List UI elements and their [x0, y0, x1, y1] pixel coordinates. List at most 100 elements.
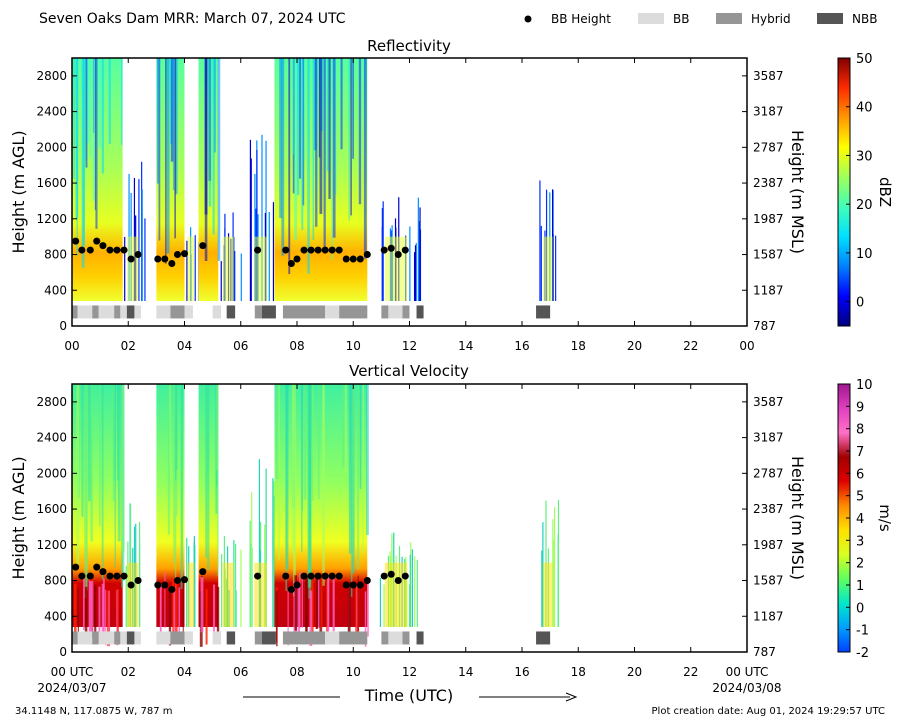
echo-streak [172, 58, 175, 191]
velocity-fall-streak [205, 589, 208, 645]
echo-fringe [234, 543, 237, 627]
bb-type-nbb [261, 305, 276, 319]
velocity-fall-streak [172, 579, 175, 636]
echo-fringe [268, 211, 270, 301]
x-tick-label: 22 [683, 665, 698, 679]
colorbar-tick-label: 40 [856, 101, 873, 116]
legend-label-nbb: NBB [852, 12, 877, 26]
echo-streak [319, 58, 323, 214]
echo-streak [208, 58, 212, 207]
bb-legend: BB Height BB Hybrid NBB [524, 12, 877, 26]
bb-height-dot [363, 251, 371, 259]
bb-height-dot [127, 581, 135, 589]
reflectivity-heatmap [72, 58, 557, 301]
reflectivity-title: Reflectivity [367, 37, 451, 55]
bb-type-hybrid [72, 631, 78, 645]
velocity-fall-streak [305, 579, 307, 635]
echo-streak [82, 58, 85, 246]
bb-height-dot [307, 246, 315, 254]
velocity-colorbar-ticks: -2 -1 0 1 2 3 4 5 6 7 8 9 10 [846, 378, 873, 661]
bb-type-nbb [416, 305, 424, 319]
bb-type-nbb [126, 305, 135, 319]
x-tick-label: 00 [64, 339, 79, 353]
y-tick-label-left: 800 [44, 248, 67, 262]
velocity-fall-streak [287, 590, 289, 646]
echo-streak [75, 58, 79, 219]
velocity-fall-streak [310, 581, 314, 637]
echo-streak [318, 58, 321, 158]
y-tick-label-left: 400 [44, 609, 67, 623]
y-tick-label-left: 2000 [36, 466, 67, 480]
bb-height-dot [356, 581, 364, 589]
velocity-fall-streak [317, 572, 320, 628]
echo-streak [315, 58, 318, 227]
legend-swatch-hybrid [716, 13, 742, 24]
bb-height-dot [93, 563, 101, 571]
x-tick-label: 02 [121, 665, 136, 679]
echo-streak [165, 58, 167, 264]
echo-streak [217, 58, 221, 261]
echo-streak [292, 384, 296, 597]
bb-type-hybrid [92, 305, 99, 319]
echo-streak [174, 58, 176, 239]
bb-height-dot [161, 255, 169, 263]
echo-fringe [144, 218, 146, 301]
velocity-fall-streak [216, 586, 220, 643]
x-tick-label: 16 [514, 665, 529, 679]
legend-label-bb: BB [673, 12, 689, 26]
velocity-fall-streak [306, 576, 308, 632]
bb-type-hybrid [402, 305, 410, 319]
echo-streak [285, 384, 288, 591]
velocity-fall-streak [89, 581, 92, 637]
colorbar-tick-label: 8 [856, 423, 864, 438]
velocity-fall-streak [357, 575, 359, 632]
echo-streak [296, 58, 300, 196]
echo-fringe [555, 235, 557, 301]
velocity-fall-streak [364, 591, 367, 647]
echo-fringe [540, 225, 542, 301]
bb-type-nbb [126, 631, 135, 645]
bb-type-bb [77, 305, 93, 319]
echo-streak [101, 384, 104, 580]
y-tick-label-right: 3187 [753, 431, 784, 445]
echo-streak [357, 384, 360, 570]
echo-streak [73, 58, 75, 179]
echo-streak [303, 58, 306, 160]
y-tick-label-left: 2400 [36, 105, 67, 119]
velocity-fall-streak [355, 582, 357, 638]
bb-height-dot [282, 572, 290, 580]
echo-streak [98, 58, 102, 148]
x-tick-label: 16 [514, 339, 529, 353]
echo-core [222, 236, 234, 301]
echo-streak [87, 58, 90, 143]
velocity-y-label-right: Height (m MSL) [788, 456, 807, 580]
bb-height-dot [173, 251, 181, 259]
echo-streak [217, 384, 219, 577]
velocity-fall-streak [347, 582, 351, 638]
velocity-fall-streak [200, 577, 204, 633]
echo-core [254, 236, 267, 301]
echo-streak [76, 384, 80, 565]
y-tick-label-right: 3587 [753, 69, 784, 83]
x-tick-label: 14 [458, 339, 473, 353]
echo-streak [112, 384, 115, 502]
y-tick-label-right: 1187 [753, 609, 784, 623]
bb-type-bb [212, 631, 222, 645]
x-tick-label: 18 [571, 339, 586, 353]
bb-type-bb [77, 631, 93, 645]
bb-type-bb [134, 631, 141, 645]
echo-fringe [249, 520, 251, 627]
echo-streak [292, 58, 295, 194]
velocity-fall-streak [74, 583, 77, 640]
velocity-fall-streak [326, 582, 328, 638]
bb-height-dot [78, 246, 86, 254]
echo-fringe [417, 197, 419, 301]
echo-streak [84, 384, 87, 599]
bb-height-dot [363, 577, 371, 585]
bb-height-dot [342, 581, 350, 589]
x-tick-label: 12 [402, 665, 417, 679]
bb-height-dot [342, 255, 350, 263]
velocity-fall-streak [320, 572, 323, 629]
y-tick-label-right: 1987 [753, 212, 784, 226]
